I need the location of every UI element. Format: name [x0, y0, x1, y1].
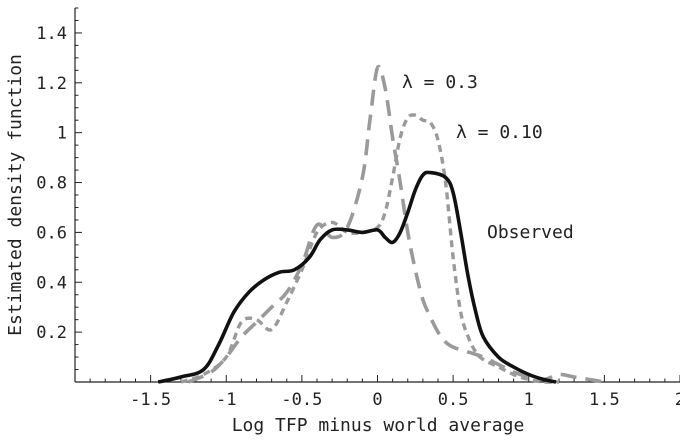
x-tick-labels: -1.5 -1 -0.5 0 0.5 1 1.5 2 — [130, 390, 680, 410]
x-tick-label: 0 — [372, 390, 382, 410]
y-tick-label: 0.4 — [36, 273, 67, 293]
y-axis-label: Estimated density function — [5, 54, 26, 336]
series-annotations: λ = 0.3 λ = 0.10 Observed — [402, 72, 574, 243]
x-tick-label: -1 — [216, 390, 236, 410]
x-tick-label: 2 — [675, 390, 680, 410]
series-line-lambda-0-10 — [180, 113, 560, 384]
x-tick-label: -0.5 — [281, 390, 322, 410]
plot-frame — [74, 8, 680, 383]
x-tick-label: 0.5 — [438, 390, 469, 410]
series-lines — [157, 64, 605, 384]
y-tick-label: 1 — [57, 124, 67, 144]
x-tick-label: -1.5 — [130, 390, 171, 410]
y-tick-label: 1.2 — [36, 74, 67, 94]
series-line-lambda-0-3 — [187, 64, 605, 384]
x-tick-label: 1 — [524, 390, 534, 410]
tick-marks — [74, 7, 680, 383]
y-tick-labels: 0.2 0.4 0.6 0.8 1 1.2 1.4 — [36, 24, 67, 343]
series-line-observed — [157, 170, 557, 384]
y-tick-label: 0.2 — [36, 323, 67, 343]
series-annotation-label: λ = 0.10 — [456, 122, 543, 143]
y-tick-label: 0.8 — [36, 174, 67, 194]
x-tick-label: 1.5 — [589, 390, 620, 410]
series-annotation-label: λ = 0.3 — [402, 72, 478, 93]
series-annotation-label: Observed — [487, 222, 574, 243]
y-tick-label: 0.6 — [36, 223, 67, 243]
y-tick-label: 1.4 — [36, 24, 67, 44]
x-axis-label: Log TFP minus world average — [232, 415, 525, 436]
